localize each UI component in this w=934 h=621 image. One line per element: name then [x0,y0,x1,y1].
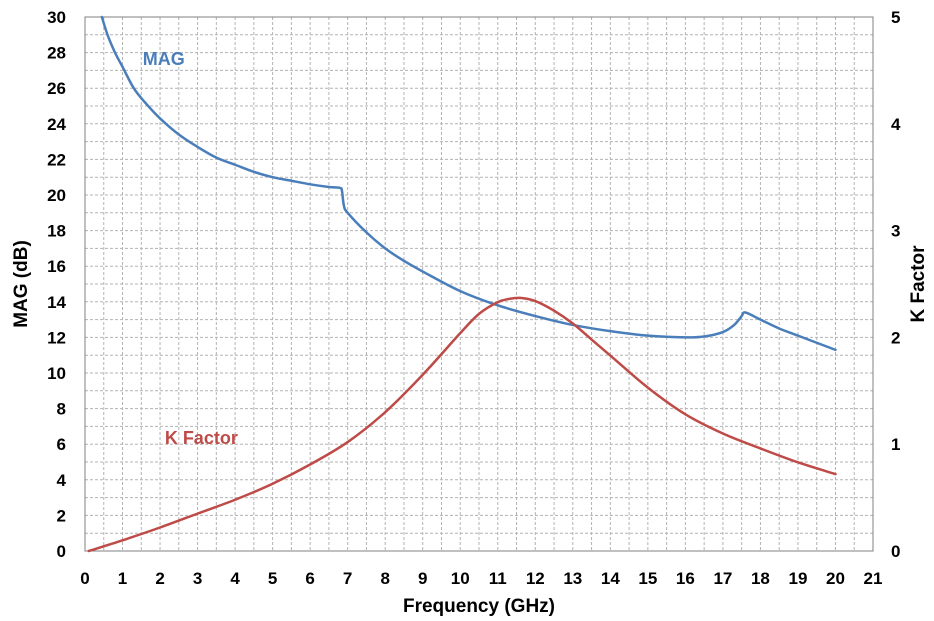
x-tick-label: 16 [676,569,695,588]
y-tick-label: 26 [47,79,66,98]
x-axis-title: Frequency (GHz) [403,596,555,617]
x-tick-label: 9 [418,569,427,588]
x-tick-label: 12 [526,569,545,588]
y-tick-label: 6 [57,435,66,454]
y2-tick-label: 4 [891,115,901,134]
y-tick-label: 12 [47,328,66,347]
series-line-mag [102,17,836,350]
y-axis-right-ticks: 0 1 2 3 4 5 [891,8,901,561]
x-tick-label: 3 [193,569,202,588]
y-tick-label: 0 [57,542,66,561]
x-tick-label: 17 [713,569,732,588]
y-tick-label: 8 [57,400,66,419]
y-tick-label: 20 [47,186,66,205]
y2-tick-label: 2 [891,328,900,347]
x-tick-label: 13 [563,569,582,588]
x-tick-label: 15 [638,569,657,588]
x-tick-label: 0 [80,569,89,588]
y-tick-label: 22 [47,150,66,169]
y-tick-label: 4 [57,471,67,490]
grid [85,17,873,551]
y-tick-label: 30 [47,8,66,27]
x-tick-label: 14 [601,569,620,588]
x-tick-label: 19 [788,569,807,588]
x-tick-label: 4 [230,569,240,588]
y2-tick-label: 5 [891,8,900,27]
x-tick-label: 6 [305,569,314,588]
x-tick-label: 18 [751,569,770,588]
x-tick-label: 2 [155,569,164,588]
series-label-mag: MAG [143,49,185,69]
x-tick-label: 1 [118,569,127,588]
y-tick-label: 16 [47,257,66,276]
y2-tick-label: 3 [891,222,900,241]
x-tick-label: 5 [268,569,277,588]
y-tick-label: 10 [47,364,66,383]
y2-tick-label: 1 [891,435,900,454]
y-tick-label: 24 [47,115,66,134]
y-tick-label: 28 [47,44,66,63]
x-tick-label: 10 [451,569,470,588]
series-line-k-factor [89,298,836,551]
y-tick-label: 18 [47,222,66,241]
x-tick-label: 8 [380,569,389,588]
x-axis-ticks: 0 1 2 3 4 5 6 7 8 9 10 11 12 13 14 15 16 17 18 19 20 21 [80,569,882,588]
y-tick-label: 14 [47,293,66,312]
y-axis-left-title: MAG (dB) [11,240,32,328]
x-tick-label: 21 [864,569,883,588]
x-tick-label: 20 [826,569,845,588]
series-label-k-factor: K Factor [165,428,238,448]
y2-tick-label: 0 [891,542,900,561]
y-tick-label: 2 [57,506,66,525]
x-tick-label: 7 [343,569,352,588]
y-axis-right-title: K Factor [908,245,929,323]
x-tick-label: 11 [489,569,507,588]
